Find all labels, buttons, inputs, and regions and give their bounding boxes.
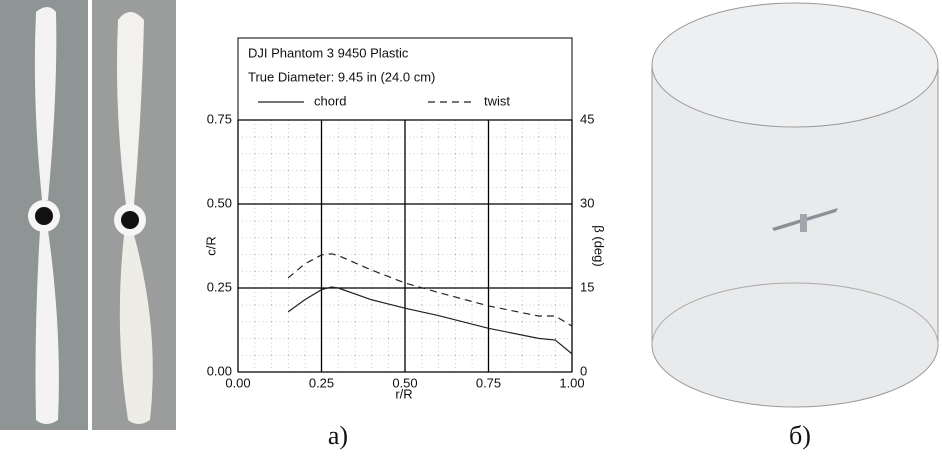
caption: б) — [789, 421, 811, 450]
y-tick-label: 0.00 — [207, 363, 232, 378]
x-tick-label: 0.25 — [309, 375, 334, 390]
propeller-photo — [92, 0, 176, 430]
y-tick-label: 0.25 — [207, 279, 232, 294]
y-axis-label: c/R — [203, 236, 218, 256]
legend-label: chord — [314, 93, 347, 108]
series-line — [287, 253, 573, 327]
y2-tick-label: 15 — [580, 279, 594, 294]
y2-tick-label: 45 — [580, 111, 594, 126]
y-tick-label: 0.50 — [207, 195, 232, 210]
y2-tick-label: 0 — [580, 363, 587, 378]
chart-title: DJI Phantom 3 9450 Plastic — [248, 45, 409, 60]
x-tick-label: 0.75 — [476, 375, 501, 390]
y2-tick-label: 30 — [580, 195, 594, 210]
x-tick-label: 0.00 — [225, 375, 250, 390]
chart-subtitle: True Diameter: 9.45 in (24.0 cm) — [248, 69, 435, 84]
y-tick-label: 0.75 — [207, 111, 232, 126]
x-axis-label: r/R — [395, 386, 412, 401]
legend-label: twist — [484, 93, 510, 108]
series-line — [287, 286, 573, 355]
y2-axis-label: β (deg) — [592, 225, 607, 266]
propeller-photo — [0, 0, 88, 430]
cylinder-render — [651, 2, 939, 408]
x-tick-label: 0.50 — [392, 375, 417, 390]
x-tick-label: 1.00 — [559, 375, 584, 390]
caption: a) — [328, 421, 348, 450]
